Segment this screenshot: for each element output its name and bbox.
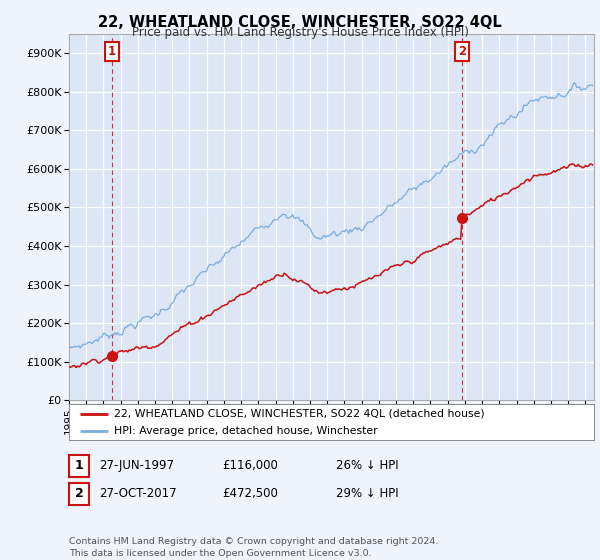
Text: Contains HM Land Registry data © Crown copyright and database right 2024.
This d: Contains HM Land Registry data © Crown c… (69, 537, 439, 558)
Text: 22, WHEATLAND CLOSE, WINCHESTER, SO22 4QL (detached house): 22, WHEATLAND CLOSE, WINCHESTER, SO22 4Q… (113, 409, 484, 419)
Text: 26% ↓ HPI: 26% ↓ HPI (336, 459, 398, 473)
Text: £472,500: £472,500 (222, 487, 278, 501)
Text: 22, WHEATLAND CLOSE, WINCHESTER, SO22 4QL: 22, WHEATLAND CLOSE, WINCHESTER, SO22 4Q… (98, 15, 502, 30)
Text: 27-OCT-2017: 27-OCT-2017 (99, 487, 176, 501)
Text: 1: 1 (74, 459, 83, 473)
Text: £116,000: £116,000 (222, 459, 278, 473)
Text: 2: 2 (458, 45, 466, 58)
Text: HPI: Average price, detached house, Winchester: HPI: Average price, detached house, Winc… (113, 426, 377, 436)
Text: 2: 2 (74, 487, 83, 501)
Text: 1: 1 (107, 45, 116, 58)
Text: Price paid vs. HM Land Registry's House Price Index (HPI): Price paid vs. HM Land Registry's House … (131, 26, 469, 39)
Text: 27-JUN-1997: 27-JUN-1997 (99, 459, 174, 473)
Text: 29% ↓ HPI: 29% ↓ HPI (336, 487, 398, 501)
